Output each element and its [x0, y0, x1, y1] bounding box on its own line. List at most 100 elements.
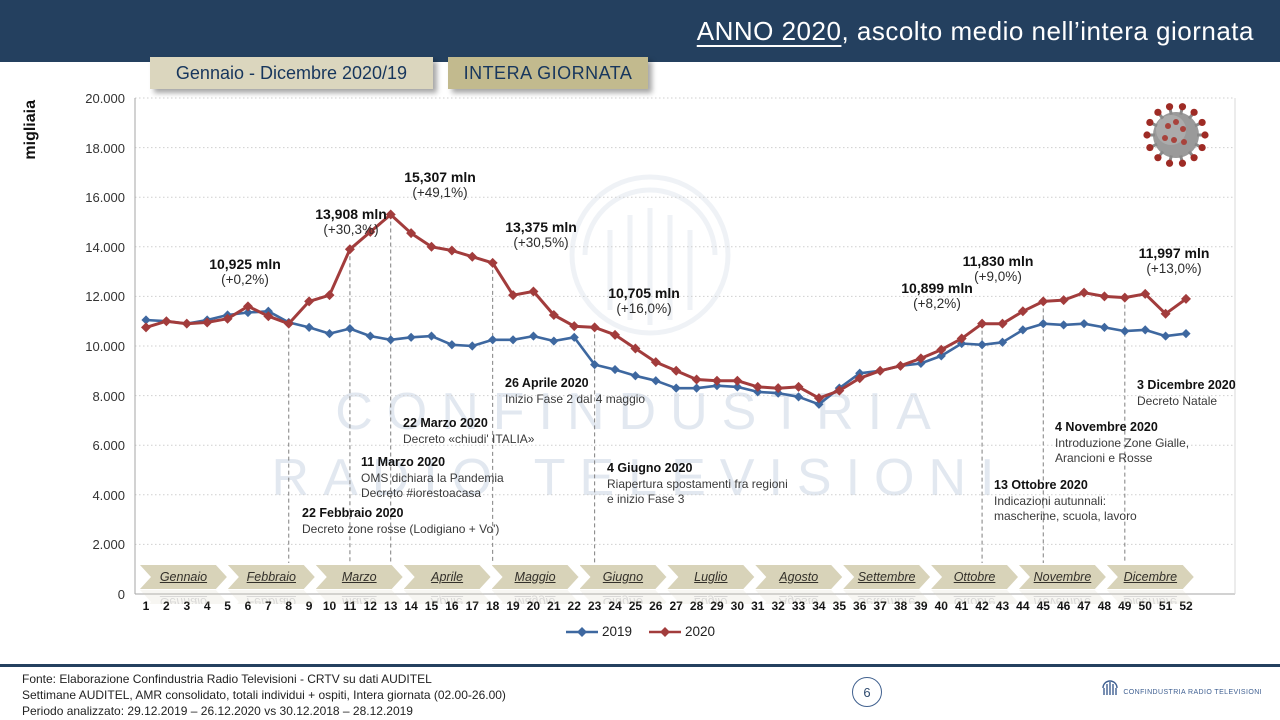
- month-chevron-agosto: Agosto: [755, 590, 842, 604]
- event-date: 26 Aprile 2020: [505, 376, 589, 390]
- annotation-delta: (+0,2%): [221, 272, 269, 287]
- event-text: Decreto Natale: [1137, 393, 1218, 408]
- event-text: Decreto zone rosse (Lodigiano + Vo'): [302, 521, 500, 536]
- month-label: Maggio: [514, 570, 556, 584]
- y-tick-label: 8.000: [92, 388, 125, 404]
- month-chevron-febbraio: Febbraio: [228, 590, 315, 604]
- x-tick-label: 6: [244, 599, 252, 613]
- annotation-value: 11,997 mln: [1138, 245, 1210, 261]
- month-chevron-agosto: Agosto: [755, 565, 842, 589]
- month-chevron-novembre: Novembre: [1019, 590, 1106, 604]
- month-chevron-settembre: Settembre: [843, 590, 930, 604]
- month-label: Gennaio: [159, 570, 208, 584]
- annotation-value: 13,375 mln: [505, 219, 577, 235]
- legend-item-2019: 2019: [565, 624, 632, 639]
- event-date: 4 Novembre 2020: [1055, 420, 1158, 434]
- footer-divider: [0, 664, 1280, 667]
- month-label: Aprile: [431, 570, 464, 584]
- month-chevron-gennaio: Gennaio: [140, 590, 227, 604]
- x-tick-label: 51: [1158, 599, 1173, 613]
- x-tick-label: 29: [710, 599, 724, 613]
- month-label: Febbraio: [246, 570, 296, 584]
- month-label: Aprile: [431, 595, 464, 604]
- month-label: Marzo: [341, 570, 377, 584]
- month-label: Settembre: [857, 595, 916, 604]
- y-tick-label: 10.000: [85, 339, 125, 354]
- month-chevron-maggio: Maggio: [492, 590, 579, 604]
- event-date: 11 Marzo 2020: [361, 455, 446, 469]
- event-text: Indicazioni autunnali:: [994, 493, 1107, 508]
- x-tick-label: 27: [669, 599, 683, 613]
- x-tick-label: 10: [322, 599, 337, 613]
- value-annotation: 11,997 mln (+13,0%): [1139, 245, 1210, 276]
- x-tick-label: 41: [954, 599, 969, 613]
- month-label: Ottobre: [953, 570, 996, 584]
- x-tick-label: 21: [547, 599, 561, 613]
- legend-marker-icon: [649, 626, 681, 637]
- x-tick-label: 50: [1138, 599, 1152, 613]
- event-text: mascherine, scuola, lavoro: [994, 508, 1137, 523]
- event-annotation: 26 Aprile 2020 Inizio Fase 2 dal 4 maggio: [505, 376, 645, 407]
- crtv-logo-text: CONFINDUSTRIA RADIO TELEVISIONI: [1123, 689, 1262, 696]
- month-chevron-marzo: Marzo: [316, 565, 403, 589]
- page-number-badge: 6: [852, 677, 882, 707]
- x-tick-label: 46: [1056, 599, 1071, 613]
- x-tick-label: 11: [343, 599, 357, 613]
- month-chevron-giugno: Giugno: [580, 565, 667, 589]
- month-label: Ottobre: [953, 595, 996, 604]
- y-tick-label: 2.000: [92, 537, 125, 553]
- footer-source: Fonte: Elaborazione Confindustria Radio …: [22, 671, 506, 720]
- annotation-delta: (+49,1%): [412, 185, 468, 200]
- value-annotation: 10,705 mln (+16,0%): [608, 285, 680, 316]
- x-tick-label: 34: [812, 599, 826, 613]
- x-tick-label: 49: [1118, 599, 1132, 613]
- x-tick-label: 52: [1179, 599, 1193, 613]
- event-annotation: 4 Novembre 2020 Introduzione Zone Gialle,…: [1055, 420, 1189, 466]
- month-chevron-settembre: Settembre: [843, 565, 930, 589]
- month-label: Agosto: [779, 595, 819, 604]
- x-tick-label: 5: [224, 599, 231, 613]
- x-tick-label: 47: [1077, 599, 1091, 613]
- x-tick-label: 43: [995, 599, 1010, 613]
- y-tick-label: 16.000: [85, 190, 125, 206]
- month-band: Gennaio Febbraio Marzo Aprile Maggio Giugno Lu…: [0, 565, 1280, 589]
- legend-label: 2019: [601, 624, 632, 639]
- value-annotation: 10,925 mln (+0,2%): [209, 256, 281, 287]
- x-tick-label: 22: [567, 599, 581, 613]
- x-tick-label: 13: [384, 599, 398, 613]
- event-text: e inizio Fase 3: [607, 491, 685, 506]
- annotation-delta: (+16,0%): [616, 301, 672, 316]
- x-tick-label: 1: [142, 599, 150, 613]
- x-tick-label: 24: [608, 599, 622, 613]
- footer-line2: Settimane AUDITEL, AMR consolidato, tota…: [22, 688, 506, 703]
- month-label: Luglio: [694, 595, 728, 604]
- event-text: Decreto #iorestoacasa: [361, 485, 482, 500]
- event-annotation: 13 Ottobre 2020 Indicazioni autunnali: mas…: [994, 478, 1137, 524]
- x-tick-label: 39: [914, 599, 928, 613]
- x-tick-label: 8: [285, 599, 293, 613]
- x-tick-label: 36: [853, 599, 867, 613]
- x-tick-label: 18: [485, 599, 500, 613]
- x-tick-label: 20: [526, 599, 541, 613]
- event-text: OMS dichiara la Pandemia: [361, 470, 504, 485]
- y-tick-label: 14.000: [85, 239, 125, 255]
- month-chevron-aprile: Aprile: [404, 565, 491, 589]
- legend-label: 2020: [685, 624, 716, 639]
- annotation-value: 11,830 mln: [962, 253, 1034, 269]
- value-annotation: 10,899 mln (+8,2%): [901, 280, 973, 311]
- x-tick-label: 19: [506, 599, 520, 613]
- x-tick-label: 9: [305, 599, 313, 613]
- value-annotation: 13,375 mln (+30,5%): [505, 219, 577, 250]
- x-tick-label: 42: [975, 599, 989, 613]
- annotation-value: 10,899 mln: [901, 280, 973, 296]
- x-tick-label: 17: [465, 599, 479, 613]
- y-tick-label: 4.000: [92, 487, 125, 503]
- month-chevron-gennaio: Gennaio: [140, 565, 227, 589]
- x-tick-label: 16: [445, 599, 459, 613]
- value-annotation: 13,908 mln (+30,3%): [315, 206, 387, 237]
- month-label: Giugno: [602, 570, 644, 584]
- x-tick-label: 14: [404, 599, 418, 613]
- x-tick-label: 28: [689, 599, 704, 613]
- footer-line1: Fonte: Elaborazione Confindustria Radio …: [22, 672, 432, 686]
- x-tick-label: 31: [751, 599, 765, 613]
